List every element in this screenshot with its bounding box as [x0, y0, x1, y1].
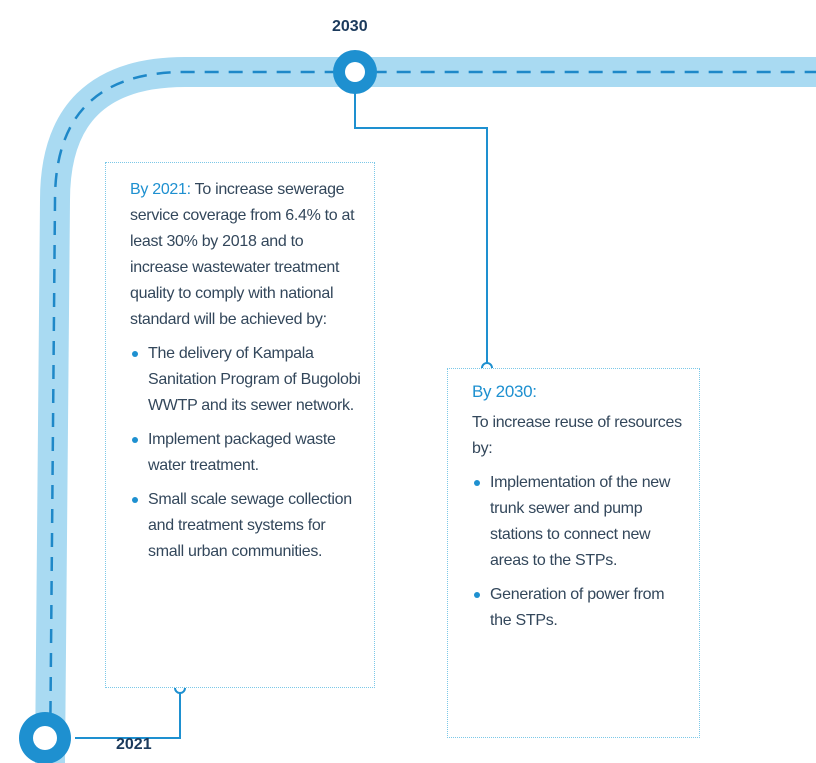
road-dashes	[48, 70, 816, 763]
year-label: 2030	[332, 18, 368, 35]
heading-row: By 2030:	[472, 379, 687, 406]
bullet: Small scale sewage collection and treatm…	[132, 487, 362, 565]
bullet-list: Implementation of the new trunk sewer an…	[472, 470, 687, 634]
bullet: Implement packaged waste water treatment…	[132, 427, 362, 479]
connector	[354, 90, 488, 368]
intro: To increase sewerage service coverage fr…	[130, 181, 355, 328]
bullet: The delivery of Kampala Sanitation Progr…	[132, 341, 362, 419]
heading: By 2021:	[130, 181, 191, 198]
bullet: Generation of power from the STPs.	[474, 582, 687, 634]
bullet: Implementation of the new trunk sewer an…	[474, 470, 687, 574]
intro: To increase reuse of resources by:	[472, 414, 682, 457]
bullet-list: The delivery of Kampala Sanitation Progr…	[130, 341, 362, 565]
year-label: 2021	[116, 736, 152, 753]
heading: By 2030:	[472, 382, 537, 401]
milestone-box: By 2030: To increase reuse of resources b…	[447, 368, 700, 738]
connector	[75, 688, 181, 739]
paragraph: To increase reuse of resources by:	[472, 410, 687, 462]
node-center	[345, 62, 365, 82]
node-center	[33, 726, 57, 750]
milestone-box: By 2021: To increase sewerage service co…	[105, 162, 375, 688]
paragraph: By 2021: To increase sewerage service co…	[130, 177, 362, 333]
